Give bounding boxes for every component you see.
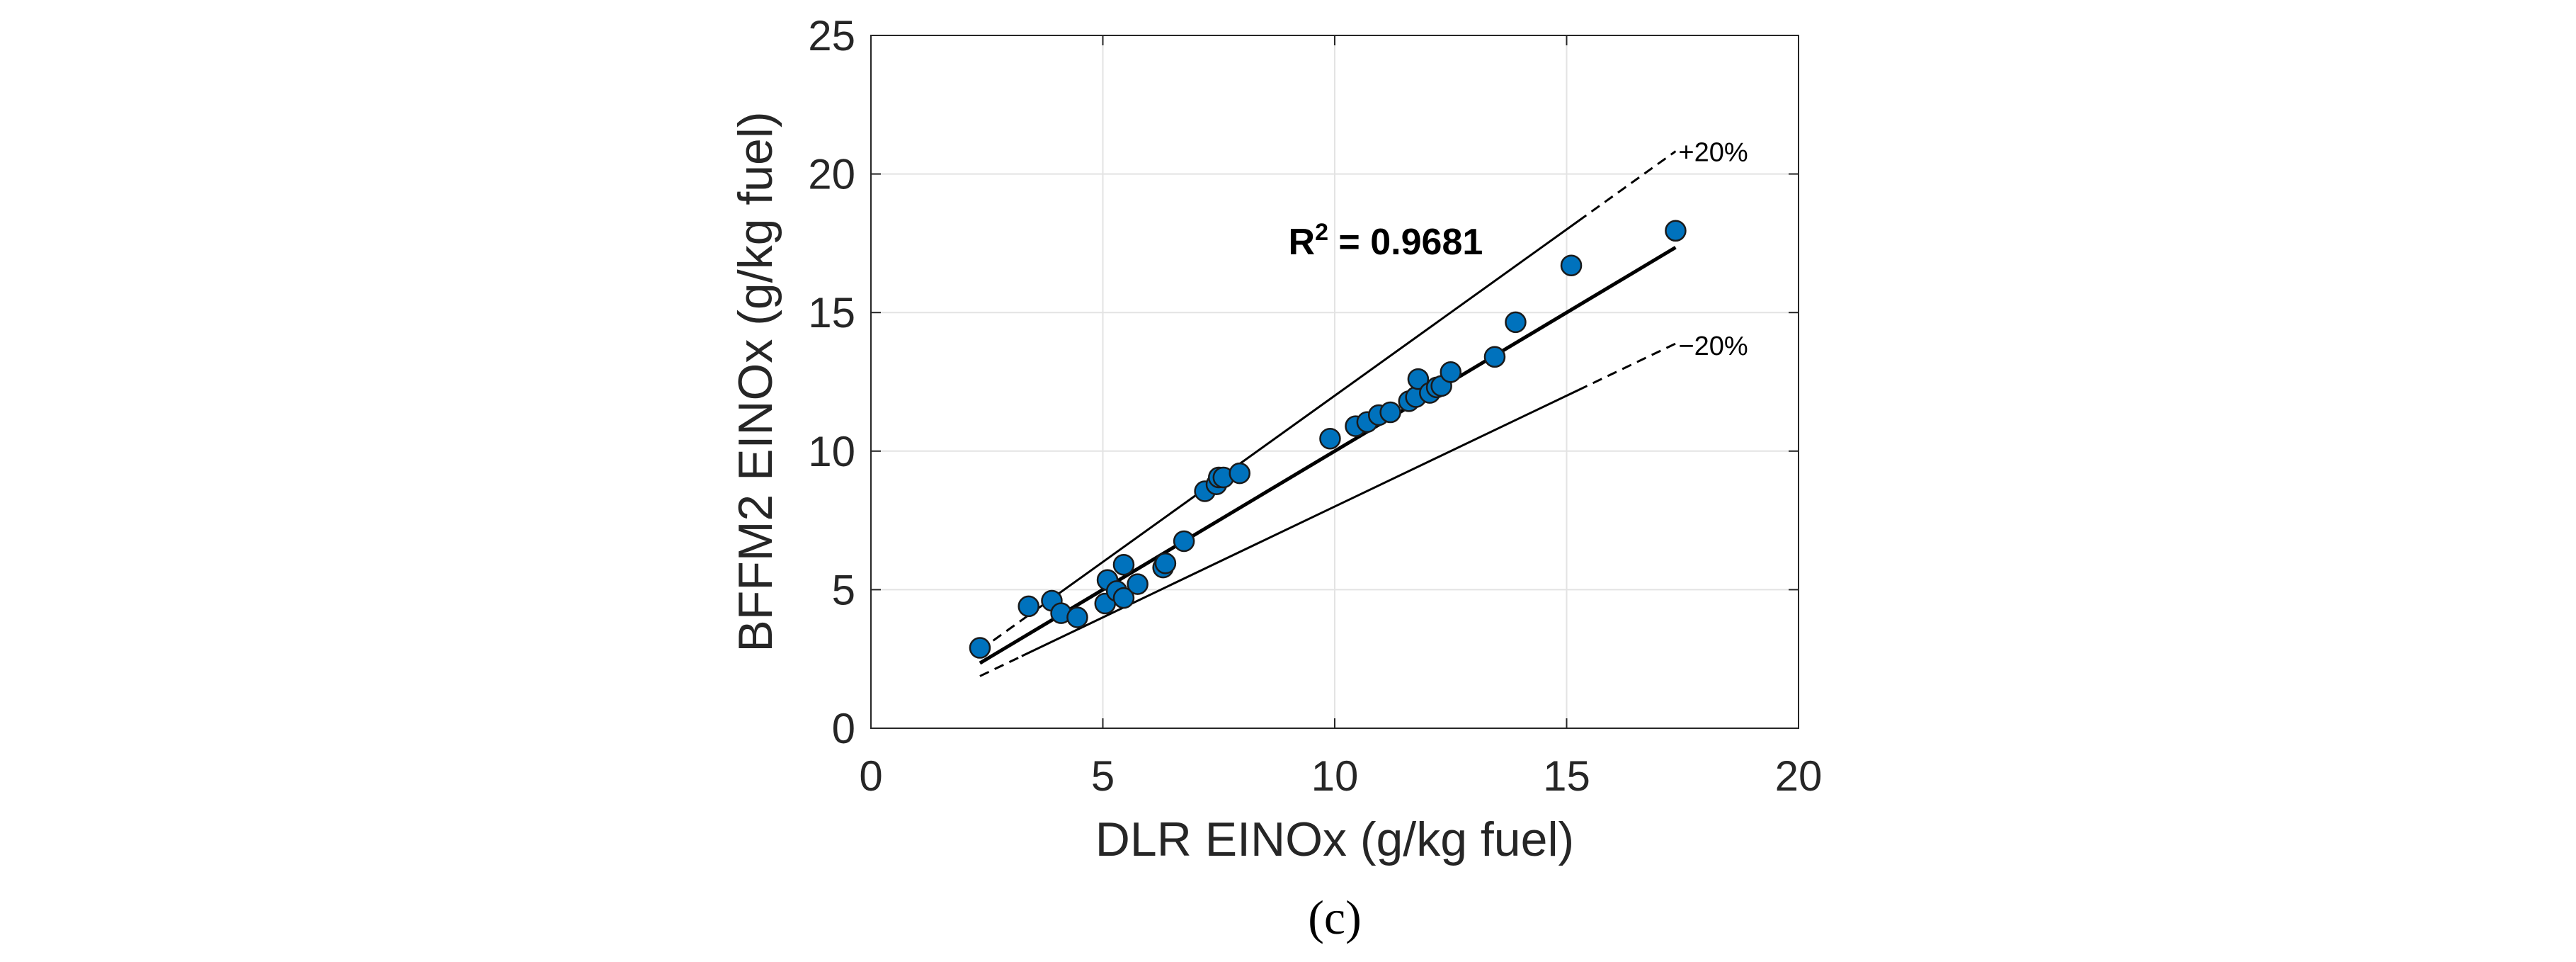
y-axis-title: BFFM2 EINOx (g/kg fuel): [729, 111, 782, 652]
y-tick-label: 20: [808, 151, 855, 198]
data-point: [1560, 254, 1583, 276]
data-point: [1665, 220, 1687, 242]
data-point: [1112, 553, 1135, 576]
lower-band-solid: [1021, 389, 1579, 657]
r-squared-superscript: 2: [1315, 219, 1328, 246]
data-point: [1127, 573, 1149, 595]
upper-band-dash-end: [1578, 150, 1677, 222]
y-tick-label: 25: [808, 12, 855, 60]
data-point: [1066, 606, 1088, 628]
data-point: [969, 637, 991, 659]
lower-band-dash-end: [1578, 342, 1677, 392]
data-point: [1505, 311, 1527, 334]
y-tick-label: 5: [832, 566, 855, 613]
x-axis-title: DLR EINOx (g/kg fuel): [1095, 813, 1574, 866]
tick-labels: 0 5 10 15 20 0 5 10 15 20 25: [808, 12, 1822, 800]
x-tick-label: 15: [1543, 752, 1590, 800]
x-tick-label: 5: [1091, 752, 1115, 800]
data-point: [1018, 595, 1039, 618]
axis-ticks: [870, 35, 1799, 729]
y-tick-label: 15: [808, 289, 855, 336]
upper-band-solid: [1021, 220, 1579, 621]
data-point: [1407, 368, 1430, 390]
x-tick-label: 0: [859, 752, 882, 800]
data-point: [1379, 401, 1401, 424]
r-squared-value: = 0.9681: [1328, 222, 1483, 263]
fit-line: [979, 246, 1677, 665]
panel-label: (c): [1308, 890, 1361, 944]
data-point: [1319, 427, 1341, 450]
error-bands: [979, 150, 1677, 677]
grid: [870, 35, 1799, 729]
r-squared-base: R: [1289, 222, 1316, 263]
lower-band-label: −20%: [1678, 332, 1748, 361]
data-points: [969, 220, 1687, 659]
data-point: [1440, 361, 1461, 383]
r-squared-annotation: R2 = 0.9681: [1289, 219, 1483, 263]
data-point: [1229, 462, 1250, 485]
data-point: [1154, 552, 1177, 575]
y-tick-label: 10: [808, 428, 855, 475]
y-tick-label: 0: [832, 705, 855, 752]
x-tick-label: 20: [1775, 752, 1823, 800]
data-point: [1483, 346, 1506, 368]
data-point: [1173, 530, 1195, 553]
lower-band-dash-start: [979, 655, 1022, 677]
upper-band-label: +20%: [1678, 138, 1748, 168]
data-point: [1112, 587, 1135, 609]
x-tick-label: 10: [1311, 752, 1359, 800]
